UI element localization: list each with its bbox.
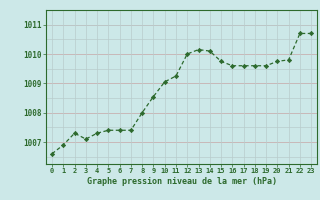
X-axis label: Graphe pression niveau de la mer (hPa): Graphe pression niveau de la mer (hPa) bbox=[87, 177, 276, 186]
